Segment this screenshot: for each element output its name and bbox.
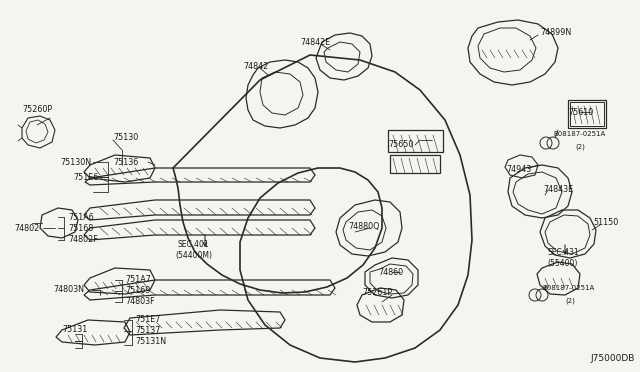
Text: 74803F: 74803F bbox=[125, 297, 155, 306]
Text: 74860: 74860 bbox=[378, 268, 403, 277]
Text: SEC.401: SEC.401 bbox=[178, 240, 210, 249]
Text: 75136: 75136 bbox=[113, 158, 138, 167]
Text: 75130N: 75130N bbox=[60, 158, 91, 167]
Text: 75650: 75650 bbox=[388, 140, 413, 149]
Text: (2): (2) bbox=[565, 297, 575, 304]
Text: 75131N: 75131N bbox=[135, 337, 166, 346]
Text: 74842E: 74842E bbox=[300, 38, 330, 47]
Text: B08187-0251A: B08187-0251A bbox=[553, 131, 605, 137]
Text: 74803N: 74803N bbox=[53, 285, 84, 294]
Text: (54400M): (54400M) bbox=[175, 251, 212, 260]
Text: (55400): (55400) bbox=[547, 259, 577, 268]
Text: 751A6: 751A6 bbox=[68, 213, 93, 222]
Bar bbox=[568, 100, 606, 128]
Text: 74843E: 74843E bbox=[543, 185, 573, 194]
Text: 75137: 75137 bbox=[135, 326, 161, 335]
Bar bbox=[570, 102, 604, 126]
Text: 74899N: 74899N bbox=[540, 28, 572, 37]
Bar bbox=[390, 155, 440, 173]
Text: 75261P: 75261P bbox=[362, 288, 392, 297]
Text: 74802: 74802 bbox=[14, 224, 39, 233]
Text: 75169: 75169 bbox=[125, 286, 150, 295]
Text: SEC.431: SEC.431 bbox=[547, 248, 579, 257]
Text: 751A7: 751A7 bbox=[125, 275, 151, 284]
Text: 74802F: 74802F bbox=[68, 235, 98, 244]
Text: 75610: 75610 bbox=[568, 108, 593, 117]
Text: 75131: 75131 bbox=[62, 325, 87, 334]
Text: J75000DB: J75000DB bbox=[590, 354, 634, 363]
Text: B08187-0251A: B08187-0251A bbox=[542, 285, 595, 291]
Bar bbox=[388, 130, 443, 152]
Text: 74842: 74842 bbox=[243, 62, 268, 71]
Text: 75260P: 75260P bbox=[22, 105, 52, 114]
Text: 74880Q: 74880Q bbox=[348, 222, 380, 231]
Text: 751E7: 751E7 bbox=[135, 315, 161, 324]
Text: 75168: 75168 bbox=[68, 224, 93, 233]
Text: (2): (2) bbox=[575, 143, 585, 150]
Text: 75130: 75130 bbox=[113, 133, 138, 142]
Text: 751E6: 751E6 bbox=[73, 173, 99, 182]
Text: 74943: 74943 bbox=[506, 165, 531, 174]
Text: 51150: 51150 bbox=[593, 218, 618, 227]
